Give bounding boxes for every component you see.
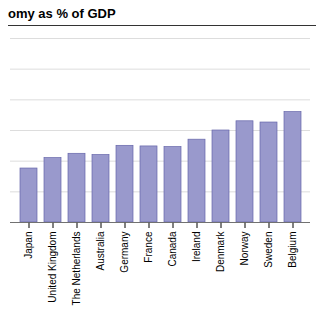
html-text:omy as % of GDP: omy as % of GDP	[8, 6, 116, 21]
svg-text:United Kingdom: United Kingdom	[47, 232, 58, 303]
svg-text:Canada: Canada	[167, 231, 178, 266]
svg-text:Germany: Germany	[119, 232, 130, 273]
svg-text:The Netherlands: The Netherlands	[71, 232, 82, 306]
svg-text:Japan: Japan	[23, 232, 34, 259]
svg-text:Ireland: Ireland	[191, 232, 202, 263]
svg-text:Norway: Norway	[239, 232, 250, 266]
svg-text:France: France	[143, 231, 154, 263]
svg-text:Sweden: Sweden	[263, 232, 274, 268]
svg-text:Belgium: Belgium	[287, 232, 298, 268]
svg-text:Australia: Australia	[95, 231, 106, 270]
svg-text:Denmark: Denmark	[215, 231, 226, 273]
